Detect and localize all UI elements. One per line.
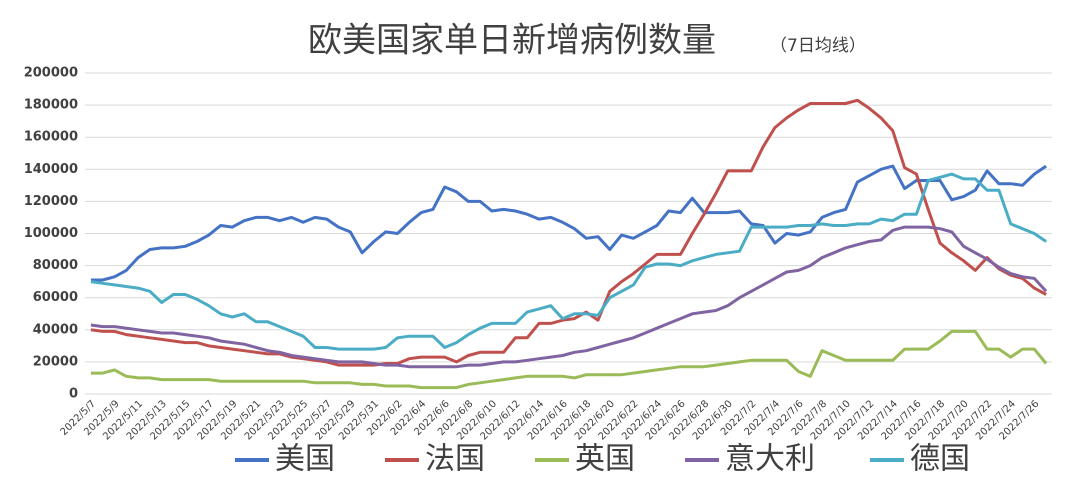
series-line <box>90 164 1047 282</box>
y-tick-label: 60000 <box>33 290 78 305</box>
series-line <box>90 98 1047 367</box>
y-tick-label: 20000 <box>33 354 78 369</box>
y-tick-label: 160000 <box>24 130 78 145</box>
y-tick-label: 100000 <box>24 226 78 241</box>
chart-title: 欧美国家单日新增病例数量 <box>308 21 716 61</box>
y-tick-label: 180000 <box>24 98 78 113</box>
y-tick-label: 200000 <box>24 66 78 81</box>
y-tick-label: 0 <box>69 387 78 402</box>
y-tick-label: 80000 <box>33 258 78 273</box>
series-line <box>90 329 1048 390</box>
legend-label: 英国 <box>575 442 635 477</box>
series-line <box>90 172 1047 351</box>
legend-label: 德国 <box>910 442 970 477</box>
y-tick-label: 140000 <box>24 162 78 177</box>
chart-subtitle: （7日均线） <box>770 36 866 56</box>
legend-label: 美国 <box>275 442 335 477</box>
y-tick-label: 120000 <box>24 194 78 209</box>
legend-label: 意大利 <box>725 442 815 477</box>
y-tick-label: 40000 <box>33 322 78 337</box>
series-line <box>90 225 1048 369</box>
legend-label: 法国 <box>425 442 485 477</box>
